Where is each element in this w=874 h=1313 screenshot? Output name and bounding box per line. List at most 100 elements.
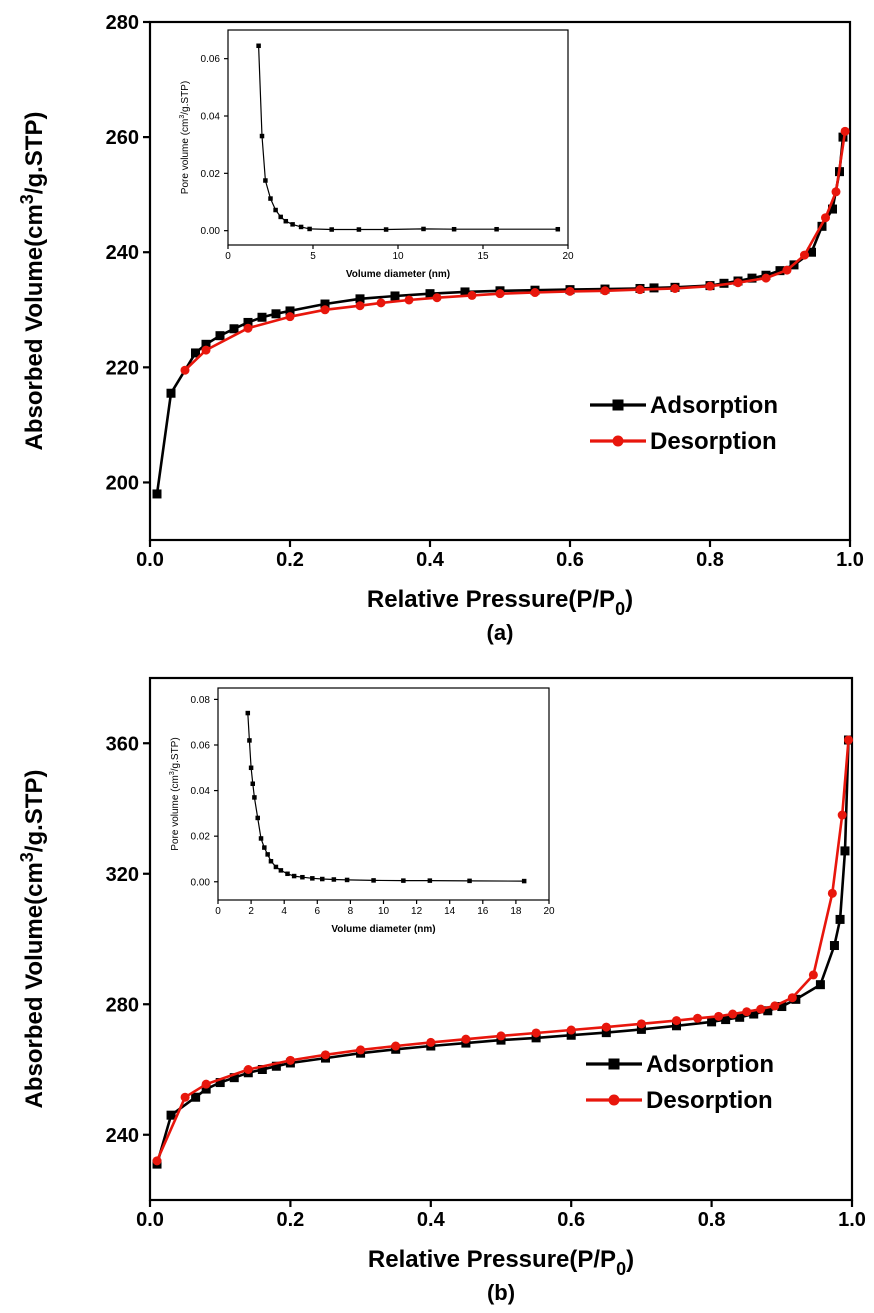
x-axis-title: Relative Pressure(P/P0) <box>367 586 633 619</box>
inset-pore-point <box>255 815 260 821</box>
x-tick-label: 0.8 <box>696 549 724 571</box>
x-axis-title: Relative Pressure(P/P0) <box>368 1246 634 1279</box>
inset-x-tick-label: 0 <box>225 251 231 262</box>
inset-pore-point <box>291 873 297 879</box>
y-axis-title-superscript: 3 <box>17 194 37 204</box>
x-tick-label: 0.4 <box>416 549 445 571</box>
desorption-point <box>467 290 477 300</box>
inset-pore-point <box>344 877 350 883</box>
inset-x-axis-title: Volume diameter (nm) <box>331 924 435 935</box>
adsorption-point <box>191 1092 201 1102</box>
desorption-point <box>636 1019 646 1029</box>
y-axis-title: Absorbed Volume(cm3/g.STP) <box>17 770 48 1109</box>
inset-pore-point <box>427 878 433 883</box>
desorption-point <box>693 1013 703 1023</box>
inset-x-tick-label: 0 <box>215 906 221 917</box>
adsorption-point <box>721 1015 731 1025</box>
inset-y-tick-label: 0.00 <box>191 877 211 888</box>
desorption-point <box>800 250 809 260</box>
inset-x-tick-label: 15 <box>477 251 489 262</box>
adsorption-point <box>815 980 825 990</box>
inset-pore-point <box>494 226 499 232</box>
adsorption-point <box>229 324 239 334</box>
adsorption-point <box>425 289 435 299</box>
desorption-point <box>180 365 190 375</box>
inset-pore-point <box>248 765 254 771</box>
inset-x-tick-label: 14 <box>444 906 456 917</box>
inset-pore-point <box>285 871 290 877</box>
desorption-point <box>670 283 680 293</box>
adsorption-point <box>828 204 837 214</box>
x-tick-label: 0.2 <box>276 549 304 571</box>
inset-pore-size-plot: 0 5 10 15 20 0.00 0.02 0.04 0.06 Volume diameter … <box>179 29 574 280</box>
desorption-point <box>404 295 414 305</box>
desorption-point <box>672 1016 681 1026</box>
y-tick-label: 280 <box>106 12 139 34</box>
y-tick-label: 240 <box>106 242 139 264</box>
adsorption-point <box>672 1021 681 1031</box>
x-axis-title-main: Relative Pressure(P/P <box>367 586 615 613</box>
inset-pore-point <box>310 876 315 881</box>
inset-series-pore-line <box>247 713 525 882</box>
desorption-point <box>243 1065 253 1074</box>
desorption-point <box>840 126 850 136</box>
inset-x-tick-label: 4 <box>281 906 287 917</box>
adsorption-point <box>229 1073 239 1083</box>
x-tick-label: 1.0 <box>838 1209 866 1231</box>
desorption-point <box>432 293 442 303</box>
x-axis-title-tail: ) <box>626 1246 634 1273</box>
legend-adsorption-label: Adsorption <box>650 392 778 419</box>
inset-pore-point <box>268 858 274 864</box>
desorption-point <box>837 810 847 820</box>
adsorption-point <box>601 1028 611 1038</box>
inset-pore-point <box>307 226 312 232</box>
inset-x-tick-label: 10 <box>392 251 404 262</box>
adsorption-point <box>763 1006 773 1016</box>
adsorption-point <box>166 1110 176 1120</box>
inset-x-tick-label: 6 <box>315 906 321 917</box>
adsorption-point <box>355 294 365 304</box>
adsorption-point <box>807 247 816 257</box>
adsorption-point <box>460 287 470 297</box>
inset-y-tick-label: 0.06 <box>191 740 211 751</box>
desorption-point <box>787 993 797 1003</box>
desorption-point <box>728 1009 738 1019</box>
y-tick-label: 280 <box>106 994 139 1016</box>
legend-desorption-label: Desorption <box>646 1087 773 1114</box>
y-tick-label: 220 <box>106 357 139 379</box>
adsorption-point <box>566 1030 576 1040</box>
inset-pore-point <box>256 43 261 49</box>
adsorption-point <box>840 846 850 856</box>
inset-pore-point <box>383 227 389 232</box>
inset-y-tick-label: 0.02 <box>201 169 221 180</box>
adsorption-point <box>531 1033 541 1043</box>
adsorption-point <box>201 339 211 349</box>
inset-y-tick-label: 0.06 <box>201 54 221 65</box>
x-tick-label: 0.6 <box>557 1209 585 1231</box>
desorption-point <box>285 1055 295 1065</box>
inset-pore-point <box>320 876 325 882</box>
inset-pore-point <box>298 224 304 230</box>
desorption-point <box>742 1007 752 1017</box>
inset-x-tick-label: 12 <box>411 906 423 917</box>
x-axis-title-subscript: 0 <box>616 1259 626 1279</box>
x-tick-label: 0.8 <box>698 1209 726 1231</box>
inset-y-tick-label: 0.02 <box>191 832 211 843</box>
desorption-point <box>180 1092 190 1102</box>
inset-pore-size-plot: 0 2 4 6 8 10 12 14 16 18 20 0.00 0.02 0.04 0.06 0.08 Vol… <box>169 687 555 935</box>
adsorption-point <box>191 348 200 358</box>
desorption-point <box>601 1022 611 1032</box>
legend-desorption-marker <box>612 435 624 447</box>
y-tick-label: 240 <box>106 1125 139 1147</box>
desorption-point <box>831 187 841 197</box>
frame <box>148 676 854 1202</box>
desorption-point <box>152 1156 162 1166</box>
x-tick-label: 0.6 <box>556 549 584 571</box>
y-axis-title-main: Absorbed Volume(cm <box>21 862 48 1108</box>
y-axis-title-superscript: 3 <box>17 852 37 862</box>
inset-y-axis-title-main: Pore volume (cm <box>170 775 181 851</box>
y-axis-title: Absorbed Volume(cm3/g.STP) <box>17 112 48 451</box>
legend-desorption-marker <box>608 1094 620 1106</box>
inset-pore-point <box>421 226 426 232</box>
inset-y-tick-label: 0.04 <box>191 786 211 797</box>
